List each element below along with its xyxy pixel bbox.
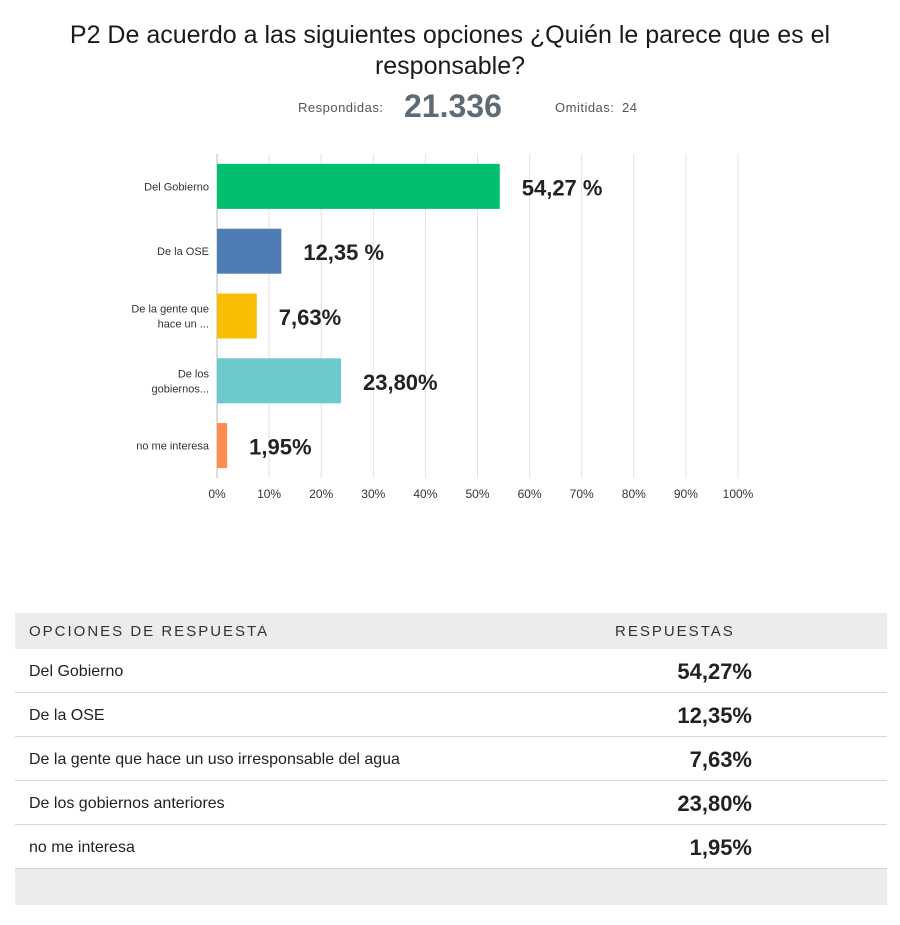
x-tick-label: 40% xyxy=(413,487,437,501)
row-option: Del Gobierno xyxy=(29,663,124,680)
skipped-label: Omitidas: xyxy=(555,100,615,115)
answered-label: Respondidas: xyxy=(298,100,384,115)
category-label: De la gente que xyxy=(131,304,209,316)
row-value: 1,95% xyxy=(689,835,752,860)
bar xyxy=(217,293,257,339)
x-tick-label: 80% xyxy=(622,487,646,501)
data-label: 12,35 % xyxy=(303,240,384,265)
x-tick-label: 0% xyxy=(208,487,226,501)
bar xyxy=(217,228,282,274)
data-label: 54,27 % xyxy=(522,175,603,200)
data-label: 7,63% xyxy=(279,305,341,330)
bar xyxy=(217,163,500,209)
row-option: De los gobiernos anteriores xyxy=(29,795,225,812)
category-label: De los xyxy=(178,368,210,380)
x-tick-label: 70% xyxy=(570,487,594,501)
table-row: De la OSE 12,35% xyxy=(15,693,887,737)
row-value: 12,35% xyxy=(677,703,752,728)
row-value: 23,80% xyxy=(677,791,752,816)
skipped-value: 24 xyxy=(622,100,638,115)
x-tick-label: 100% xyxy=(723,487,754,501)
bar xyxy=(217,423,228,469)
category-label: hace un ... xyxy=(158,319,209,331)
row-option: De la gente que hace un uso irresponsabl… xyxy=(29,751,400,768)
response-stats: Respondidas: 21.336 Omitidas: 24 xyxy=(0,88,900,124)
responses-table: OPCIONES DE RESPUESTA RESPUESTAS Del Gob… xyxy=(15,613,887,905)
table-row: De la gente que hace un uso irresponsabl… xyxy=(15,737,887,781)
bar xyxy=(217,358,341,404)
row-value: 54,27% xyxy=(677,659,752,684)
bar-chart: 0% 10% 20% 30% 40% 50% 60% 70% 80% 90% 100% 54,27 %… xyxy=(131,154,754,501)
category-label: gobiernos... xyxy=(152,383,209,395)
table-row: no me interesa 1,95% xyxy=(15,825,887,869)
row-value: 7,63% xyxy=(689,747,752,772)
answered-value: 21.336 xyxy=(404,88,502,124)
category-label: De la OSE xyxy=(157,246,209,258)
x-tick-label: 50% xyxy=(465,487,489,501)
table-footer xyxy=(15,869,887,905)
header-responses: RESPUESTAS xyxy=(615,623,735,640)
row-option: De la OSE xyxy=(29,707,105,724)
data-label: 23,80% xyxy=(363,370,438,395)
row-option: no me interesa xyxy=(29,839,135,856)
data-label: 1,95% xyxy=(249,435,311,460)
header-option: OPCIONES DE RESPUESTA xyxy=(29,623,270,640)
chart-title: P2 De acuerdo a las siguientes opciones … xyxy=(69,21,831,80)
table-row: De los gobiernos anteriores 23,80% xyxy=(15,781,887,825)
table-header: OPCIONES DE RESPUESTA RESPUESTAS xyxy=(15,613,887,649)
category-label: Del Gobierno xyxy=(144,181,209,193)
x-tick-label: 30% xyxy=(361,487,385,501)
category-label: no me interesa xyxy=(136,441,210,453)
x-tick-label: 20% xyxy=(309,487,333,501)
x-tick-label: 90% xyxy=(674,487,698,501)
x-tick-label: 60% xyxy=(518,487,542,501)
x-tick-label: 10% xyxy=(257,487,281,501)
table-row: Del Gobierno 54,27% xyxy=(15,649,887,693)
